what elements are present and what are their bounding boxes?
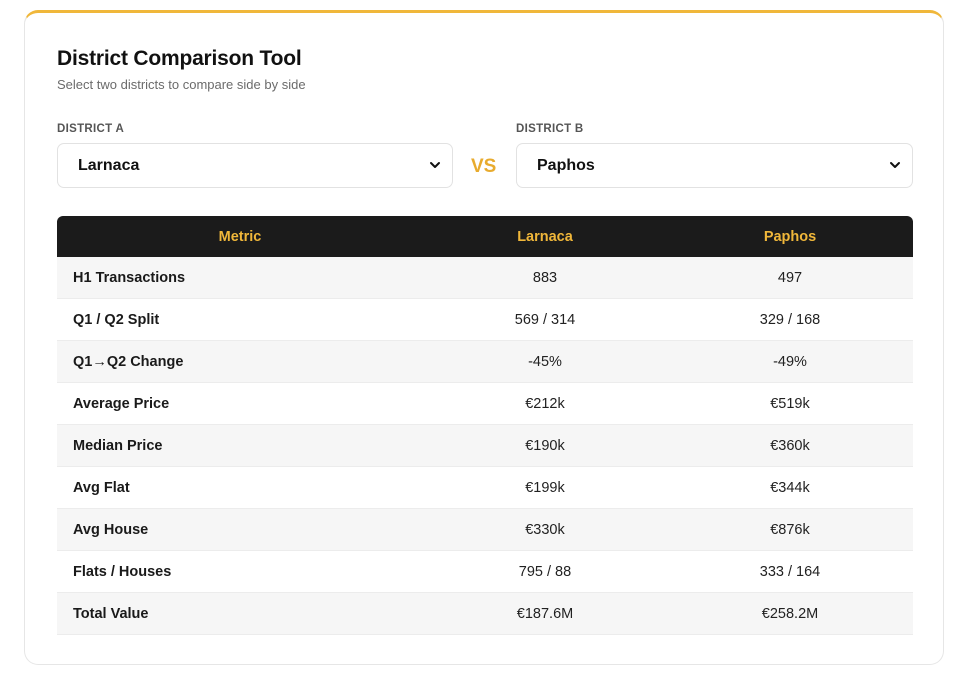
vs-label: VS [471,156,497,177]
district-a-cell: €212k [525,395,565,412]
metric-cell: Avg Flat [73,479,130,496]
table-row: Average Price €212k €519k [57,383,913,425]
chevron-down-icon [430,162,440,168]
metric-cell: H1 Transactions [73,269,186,286]
district-a-select[interactable]: Larnaca [57,143,453,188]
district-b-label: DISTRICT B [516,123,584,135]
table-row: H1 Transactions 883 497 [57,257,913,299]
table-row: Flats / Houses 795 / 88 333 / 164 [57,551,913,593]
district-a-value: Larnaca [78,157,140,174]
district-a-label: DISTRICT A [57,123,125,135]
table-header: Metric Larnaca Paphos [57,216,913,257]
district-b-select[interactable]: Paphos [516,143,913,188]
table-row: Q1→Q2 Change -45% -49% [57,341,913,383]
header-metric: Metric [218,228,262,245]
district-a-cell: 795 / 88 [518,563,572,580]
district-a-cell: 569 / 314 [514,311,576,328]
district-b-cell: -49% [773,353,807,370]
table-row: Avg House €330k €876k [57,509,913,551]
district-a-cell: -45% [528,353,562,370]
district-b-cell: €876k [770,521,810,538]
metric-cell: Avg House [73,521,149,538]
district-b-cell: €519k [770,395,810,412]
district-b-cell: €258.2M [761,605,819,622]
district-a-cell: €330k [525,521,565,538]
district-a-cell: €187.6M [516,605,574,622]
district-b-cell: 333 / 164 [759,563,821,580]
district-a-cell: €199k [525,479,565,496]
metric-cell: Average Price [73,395,170,412]
table-row: Total Value €187.6M €258.2M [57,593,913,635]
table-row: Q1 / Q2 Split 569 / 314 329 / 168 [57,299,913,341]
comparison-card: District Comparison Tool Select two dist… [24,10,944,665]
district-b-cell: 329 / 168 [759,311,821,328]
header-district-a: Larnaca [517,228,573,245]
comparison-table: Metric Larnaca Paphos H1 Transactions 88… [57,216,913,635]
metric-cell: Total Value [73,605,149,622]
district-b-cell: 497 [777,269,803,286]
page-subtitle: Select two districts to compare side by … [57,77,306,92]
district-b-value: Paphos [537,157,595,174]
chevron-down-icon [890,162,900,168]
district-a-cell: €190k [525,437,565,454]
header-district-b: Paphos [763,228,817,245]
district-b-cell: €344k [770,479,810,496]
metric-cell: Q1→Q2 Change [73,353,184,370]
table-row: Median Price €190k €360k [57,425,913,467]
metric-cell: Q1 / Q2 Split [73,311,160,328]
district-a-cell: 883 [532,269,558,286]
metric-cell: Median Price [73,437,163,454]
metric-cell: Flats / Houses [73,563,172,580]
table-body: H1 Transactions 883 497 Q1 / Q2 Split 56… [57,257,913,635]
table-row: Avg Flat €199k €344k [57,467,913,509]
page-title: District Comparison Tool [57,47,302,70]
district-b-cell: €360k [770,437,810,454]
